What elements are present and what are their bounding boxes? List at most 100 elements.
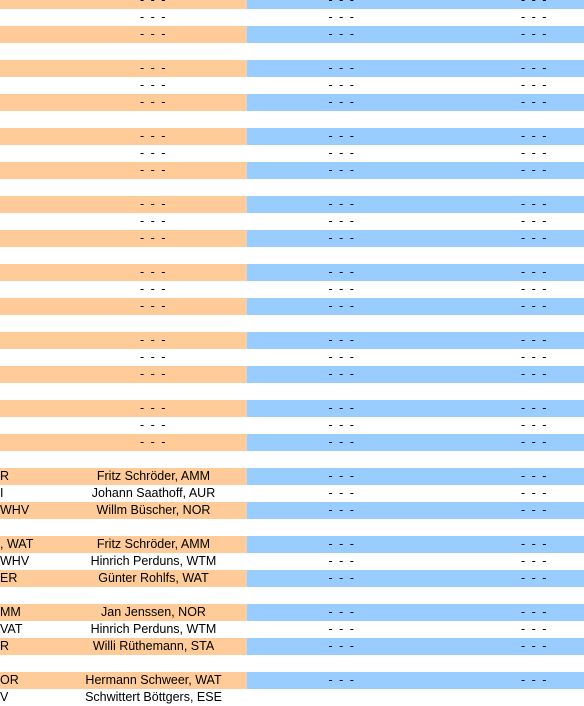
table-row: R Willi Rüthemann, STA - - -- - - — [0, 638, 584, 655]
table-row: - - -- - -- - - — [0, 60, 584, 77]
table-row: VAT Hinrich Perduns, WTM - - - - - - — [0, 621, 584, 638]
table-row: - - -- - -- - - — [0, 230, 584, 247]
table-row: - - -- - -- - - — [0, 349, 584, 366]
assistant-2-cell: - - - — [437, 400, 584, 417]
name-col-cell — [0, 26, 60, 43]
name-col-cell: R — [0, 638, 60, 655]
referee-cell: - - - — [60, 366, 247, 383]
cell-text: - - - — [521, 231, 548, 245]
referee-cell: Johann Saathoff, AUR — [91, 486, 216, 500]
cell-text: - - - — [521, 27, 548, 41]
cell-text: - - - — [521, 10, 548, 24]
assistant-1-cell: - - - — [247, 468, 437, 485]
table-row: OR Hermann Schweer, WAT - - -- - - — [0, 672, 584, 689]
cell-text: - - - — [521, 282, 548, 296]
assistant-2-cell: - - - — [437, 638, 584, 655]
cell-text: - - - — [521, 486, 548, 500]
assistant-2-cell: - - - — [437, 366, 584, 383]
name-col-cell: WHV — [0, 554, 30, 568]
spacer-row — [0, 655, 584, 672]
cell-text: - - - — [521, 95, 548, 109]
table-row: - - -- - -- - - — [0, 434, 584, 451]
spacer-row — [0, 111, 584, 128]
assistant-1-cell: - - - — [247, 434, 437, 451]
assistant-1-cell: - - - — [247, 604, 437, 621]
referee-cell: - - - — [60, 94, 247, 111]
referee-cell: Hinrich Perduns, WTM — [90, 554, 217, 568]
cell-text: - - - — [521, 605, 548, 619]
name-col-cell — [0, 298, 60, 315]
referee-cell: - - - — [60, 26, 247, 43]
cell-text: - - - — [521, 673, 548, 687]
name-col-cell — [0, 417, 60, 434]
assistant-2-cell: - - - — [437, 553, 584, 570]
table-row: - - -- - -- - - — [0, 162, 584, 179]
cell-text: - - - — [521, 61, 548, 75]
assistant-1-cell: - - - — [247, 230, 437, 247]
assistant-1-cell: - - - — [247, 570, 437, 587]
assistant-1-cell: - - - — [328, 622, 356, 636]
assistant-2-cell: - - - — [437, 128, 584, 145]
assistant-1-cell: - - - — [328, 78, 356, 92]
table-row: - - -- - -- - - — [0, 213, 584, 230]
assistant-2-cell: - - - — [437, 0, 584, 9]
cell-text: - - - — [521, 333, 548, 347]
table-row: - - -- - -- - - — [0, 9, 584, 26]
table-row: - - -- - -- - - — [0, 77, 584, 94]
name-col-cell — [0, 434, 60, 451]
referee-cell: - - - — [60, 0, 247, 9]
referee-cell: - - - — [60, 128, 247, 145]
referee-cell: - - - — [60, 400, 247, 417]
name-col-cell: ER — [0, 570, 60, 587]
assistant-2-cell: - - - — [437, 536, 584, 553]
assistant-2-cell: - - - — [437, 349, 584, 366]
cell-text: - - - — [521, 163, 548, 177]
assistant-1-cell: - - - — [247, 264, 437, 281]
referee-cell: - - - — [140, 10, 167, 24]
name-col-cell — [0, 400, 60, 417]
spacer-row — [0, 383, 584, 400]
name-col-cell: I — [0, 486, 4, 500]
assistant-1-cell: - - - — [247, 196, 437, 213]
assistant-2-cell: - - - — [437, 332, 584, 349]
referee-cell: - - - — [60, 60, 247, 77]
table-row: - - -- - -- - - — [0, 400, 584, 417]
name-col-cell: V — [0, 690, 9, 704]
spacer-row — [0, 315, 584, 332]
assistant-1-cell: - - - — [328, 350, 356, 364]
cell-text: - - - — [521, 503, 548, 517]
assistant-2-cell: - - - — [437, 213, 584, 230]
assistant-1-cell: - - - — [247, 672, 437, 689]
table-row: - - -- - -- - - — [0, 128, 584, 145]
assistant-2-cell: - - - — [437, 145, 584, 162]
spacer-row — [0, 587, 584, 604]
referee-cell: - - - — [140, 78, 167, 92]
cell-text: - - - — [521, 299, 548, 313]
assistant-1-cell: - - - — [247, 94, 437, 111]
cell-text: - - - — [521, 435, 548, 449]
name-col-cell — [0, 264, 60, 281]
table-row: - - -- - -- - - — [0, 94, 584, 111]
name-col-cell — [0, 94, 60, 111]
table-row: , WAT Fritz Schröder, AMM - - -- - - — [0, 536, 584, 553]
assistant-2-cell: - - - — [437, 77, 584, 94]
assistant-2-cell: - - - — [437, 94, 584, 111]
assistant-1-cell: - - - — [247, 60, 437, 77]
cell-text: - - - — [521, 571, 548, 585]
assistant-2-cell: - - - — [437, 162, 584, 179]
name-col-cell — [0, 162, 60, 179]
cell-text: - - - — [521, 214, 548, 228]
referee-cell: - - - — [60, 162, 247, 179]
table-row: - - -- - -- - - — [0, 332, 584, 349]
referee-cell: - - - — [140, 282, 167, 296]
referee-cell: Fritz Schröder, AMM — [60, 468, 247, 485]
table-row: - - -- - -- - - — [0, 196, 584, 213]
assistant-1-cell: - - - — [247, 162, 437, 179]
name-col-cell: R — [0, 468, 60, 485]
spacer-row — [0, 247, 584, 264]
cell-text: - - - — [521, 78, 548, 92]
referee-cell: - - - — [140, 214, 167, 228]
assistant-2-cell: - - - — [437, 417, 584, 434]
assistant-1-cell: - - - — [328, 10, 356, 24]
